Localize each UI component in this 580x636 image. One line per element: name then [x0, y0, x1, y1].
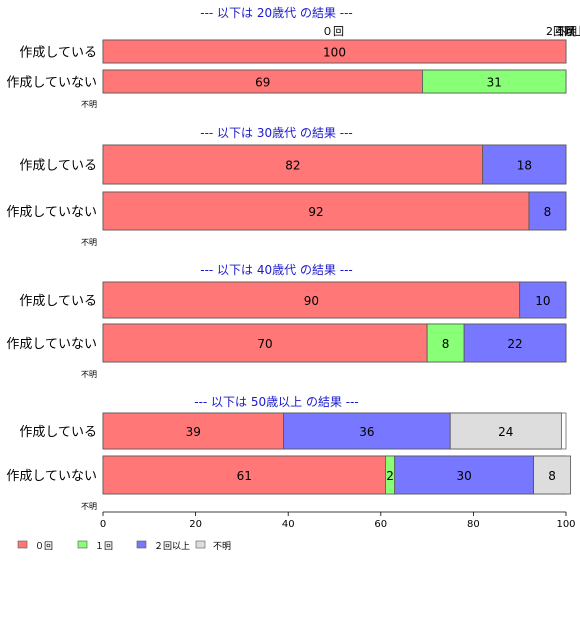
- row-label: 作成している: [19, 46, 97, 61]
- legend-label: 不明: [213, 541, 231, 552]
- bar-segment: [102, 455, 386, 495]
- legend-swatch: [136, 540, 147, 549]
- bar-segment: [426, 323, 465, 363]
- legend-swatch: [195, 540, 206, 549]
- row-label: 作成している: [19, 294, 97, 309]
- row-label: 作成していない: [6, 205, 97, 220]
- data-label: 61: [237, 469, 252, 483]
- row-label: 作成していない: [6, 337, 97, 352]
- bar-segment: [422, 69, 567, 94]
- bar-segment: [482, 144, 567, 185]
- data-label: 10: [535, 294, 550, 308]
- x-tick-label: 40: [282, 519, 295, 530]
- data-label: 82: [285, 159, 300, 173]
- x-tick-label: 60: [374, 519, 387, 530]
- bar-segment: [283, 412, 451, 450]
- data-label: 39: [186, 425, 201, 439]
- bar-segment: [463, 323, 567, 363]
- data-label: 18: [517, 159, 532, 173]
- x-tick-label: 80: [467, 519, 480, 530]
- data-label: 24: [498, 425, 513, 439]
- row-label: 作成している: [19, 159, 97, 174]
- x-tick-label: 0: [100, 519, 106, 530]
- row-label: 作成している: [19, 425, 97, 440]
- bar-segment: [533, 455, 572, 495]
- legend-swatch: [77, 540, 88, 549]
- top-label: ０回: [322, 25, 344, 38]
- x-tick-label: 20: [189, 519, 202, 530]
- data-label: 36: [359, 425, 374, 439]
- bar-segment: [102, 144, 484, 185]
- data-label: 8: [548, 469, 556, 483]
- top-label: 1回: [557, 25, 575, 38]
- bar-segment: [394, 455, 534, 495]
- data-label: 2: [386, 469, 394, 483]
- top-label: 不明: [555, 25, 577, 38]
- data-label: 100: [323, 46, 346, 60]
- row-label: 作成していない: [6, 76, 97, 91]
- data-label: 30: [456, 469, 471, 483]
- unknown-label: 不明: [81, 238, 97, 247]
- data-label: 8: [544, 205, 552, 219]
- bar-segment: [102, 39, 567, 64]
- data-label: 92: [308, 205, 323, 219]
- group-title: --- 以下は 30歳代 の結果 ---: [200, 126, 353, 140]
- data-label: 90: [304, 294, 319, 308]
- group-title: --- 以下は 40歳代 の結果 ---: [200, 263, 353, 277]
- unknown-label: 不明: [81, 502, 97, 511]
- legend-label: ０回: [35, 541, 53, 552]
- bar-segment: [102, 191, 530, 231]
- bar-segment: [449, 412, 562, 450]
- data-label: 69: [255, 76, 270, 90]
- unknown-label: 不明: [81, 370, 97, 379]
- top-label: 2回以上: [546, 25, 580, 38]
- bar-segment: [102, 412, 284, 450]
- data-label: 70: [257, 337, 272, 351]
- data-label: 22: [507, 337, 522, 351]
- group-title: --- 以下は 20歳代 の結果 ---: [200, 6, 353, 20]
- legend-label: ２回以上: [154, 541, 190, 552]
- bar-segment: [102, 323, 428, 363]
- x-tick-label: 100: [556, 519, 575, 530]
- unknown-label: 不明: [81, 100, 97, 109]
- bar-segment: [519, 281, 567, 319]
- legend-swatch: [17, 540, 28, 549]
- row-label: 作成していない: [6, 469, 97, 484]
- legend-label: １回: [95, 541, 113, 552]
- bar-segment: [528, 191, 567, 231]
- data-label: 31: [487, 76, 502, 90]
- data-label: 8: [442, 337, 450, 351]
- group-title: --- 以下は 50歳以上 の結果 ---: [194, 395, 359, 409]
